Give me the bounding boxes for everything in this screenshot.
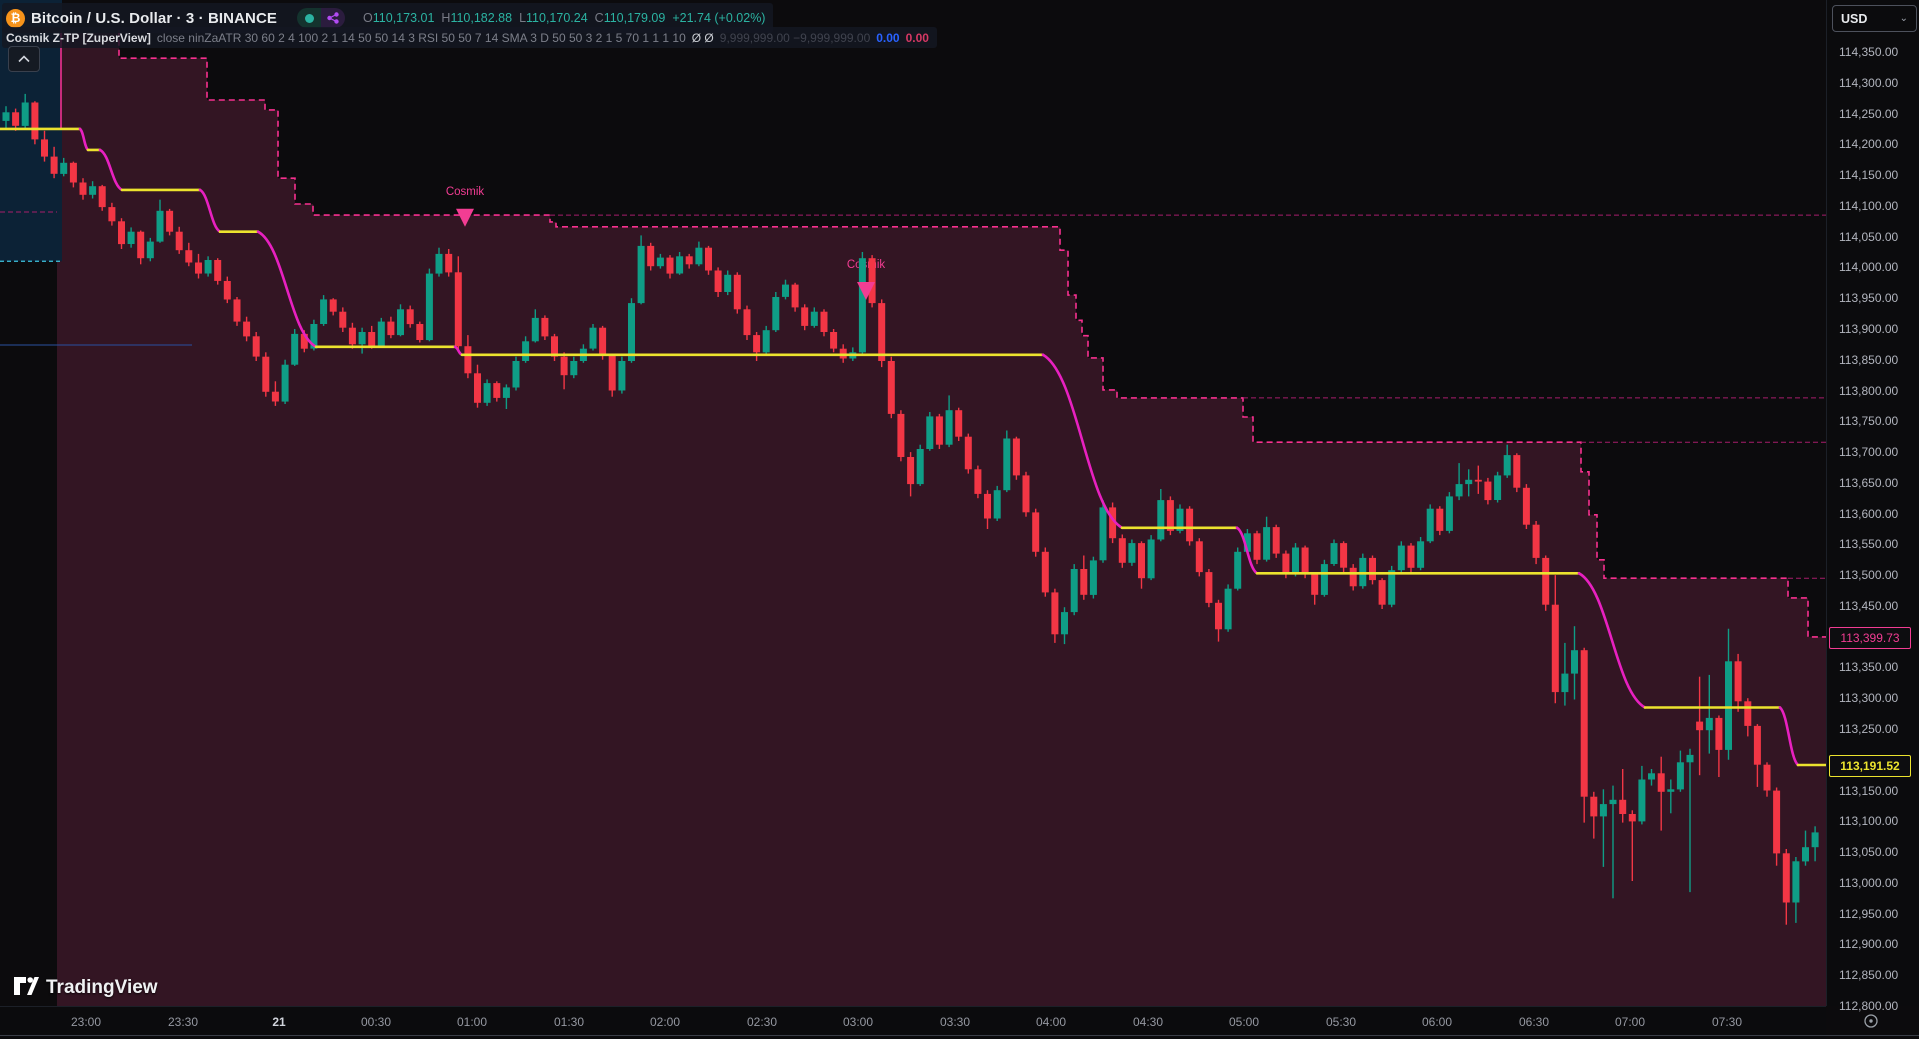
tradingview-mark-icon (14, 977, 39, 995)
time-tick-label: 01:00 (456, 1015, 488, 1029)
bitcoin-icon: ₿ (6, 8, 25, 28)
time-tick-label: 01:30 (553, 1015, 585, 1029)
window-bottom-border (0, 1035, 1919, 1036)
price-tick-label: 113,550.00 (1839, 537, 1899, 551)
price-tick-label: 113,950.00 (1839, 291, 1899, 305)
price-tick-label: 113,050.00 (1839, 845, 1899, 859)
trailing-drop-segment (1778, 706, 1800, 767)
indicator-extreme-values: 9,999,999.00 −9,999,999.00 (719, 30, 871, 45)
chevron-down-icon: ⌄ (1899, 13, 1908, 24)
time-tick-label: 04:30 (1132, 1015, 1164, 1029)
time-tick-label: 07:30 (1711, 1015, 1743, 1029)
price-tick-label: 113,450.00 (1839, 599, 1899, 613)
price-tick-label: 113,650.00 (1839, 476, 1899, 490)
indicator-fill (57, 29, 1826, 1006)
chart-canvas[interactable]: Cosmik Cosmik (0, 0, 1830, 1006)
price-tick-label: 114,050.00 (1839, 230, 1899, 244)
time-tick-label: 23:30 (167, 1015, 199, 1029)
price-tick-label: 113,700.00 (1839, 445, 1899, 459)
price-tick-label: 114,350.00 (1839, 45, 1899, 59)
time-tick-label: 23:00 (70, 1015, 102, 1029)
indicator-phi-values: Ø Ø (691, 30, 714, 45)
chevron-up-icon (18, 55, 30, 63)
time-tick-label: 02:30 (746, 1015, 778, 1029)
price-tick-label: 113,100.00 (1839, 814, 1899, 828)
time-tick-label: 05:30 (1325, 1015, 1357, 1029)
price-tick-label: 113,500.00 (1839, 568, 1899, 582)
time-tick-label: 21 (272, 1015, 286, 1029)
price-tick-label: 114,250.00 (1839, 107, 1899, 121)
time-tick-label: 00:30 (360, 1015, 392, 1029)
time-tick-label: 05:00 (1228, 1015, 1260, 1029)
price-tick-label: 112,850.00 (1839, 968, 1899, 982)
price-tick-label: 114,200.00 (1839, 137, 1899, 151)
price-tick-label: 113,350.00 (1839, 660, 1899, 674)
time-tick-label: 07:00 (1614, 1015, 1646, 1029)
time-tick-label: 06:00 (1421, 1015, 1453, 1029)
price-tick-label: 113,600.00 (1839, 507, 1899, 521)
axis-settings-icon[interactable] (1861, 1011, 1881, 1031)
cosmik-marker-label: Cosmik (847, 259, 886, 271)
trailing-drop-segment (256, 230, 318, 349)
time-axis[interactable]: 23:00 23:30 21 00:30 01:00 01:30 02:00 02:30 03:… (0, 1006, 1826, 1039)
trailing-drop-segment (1577, 572, 1647, 709)
price-change: +21.74 (+0.02%) (672, 11, 766, 25)
market-open-icon (297, 8, 322, 28)
trailing-drop-segment (198, 188, 222, 233)
indicator-legend-row[interactable]: Cosmik Z-TP [ZuperView] close ninZaATR 3… (2, 27, 937, 48)
trailing-drop-segment (98, 148, 124, 192)
indicator-title[interactable]: Cosmik Z-TP [ZuperView] (6, 30, 151, 45)
time-tick-label: 03:30 (939, 1015, 971, 1029)
time-tick-label: 03:00 (842, 1015, 874, 1029)
price-tick-label: 113,800.00 (1839, 384, 1899, 398)
price-tick-label: 113,150.00 (1839, 784, 1899, 798)
price-tick-label: 114,000.00 (1839, 260, 1899, 274)
price-tick-label: 113,000.00 (1839, 876, 1899, 890)
market-status-pill[interactable] (297, 8, 346, 28)
indicator-params: close ninZaATR 30 60 2 4 100 2 1 14 50 5… (156, 30, 686, 45)
indicator-value-blue: 0.00 (876, 30, 900, 45)
price-axis[interactable]: 114,350.00 114,300.00 114,250.00 114,200.00… (1826, 0, 1919, 1013)
price-tick-label: 113,250.00 (1839, 722, 1899, 736)
trailing-drop-segment (78, 127, 90, 152)
trailing-drop-segment (1041, 353, 1124, 530)
alerts-icon (321, 8, 346, 28)
legend-collapse-button[interactable] (8, 46, 40, 72)
time-tick-label: 06:30 (1518, 1015, 1550, 1029)
cosmik-sell-triangle (456, 208, 474, 227)
price-tick-label: 112,950.00 (1839, 907, 1899, 921)
symbol-title[interactable]: Bitcoin / U.S. Dollar · 3 · BINANCE (31, 9, 278, 27)
price-tick-label: 113,300.00 (1839, 691, 1899, 705)
price-tick-label: 112,800.00 (1839, 999, 1899, 1013)
price-tick-label: 114,300.00 (1839, 76, 1899, 90)
price-level-label-yellow: 113,191.52 (1829, 755, 1911, 777)
trailing-drop-segment (1235, 526, 1259, 575)
price-level-label-pink: 113,399.73 (1829, 627, 1911, 649)
price-tick-label: 113,850.00 (1839, 353, 1899, 367)
price-tick-label: 113,900.00 (1839, 322, 1899, 336)
ohlc-readout: O110,173.01 H110,182.88 L110,170.24 C110… (363, 11, 766, 25)
time-tick-label: 04:00 (1035, 1015, 1067, 1029)
currency-selector[interactable]: USD ⌄ (1832, 5, 1917, 32)
time-tick-label: 02:00 (649, 1015, 681, 1029)
price-tick-label: 114,100.00 (1839, 199, 1899, 213)
price-tick-label: 112,900.00 (1839, 937, 1899, 951)
price-tick-label: 113,750.00 (1839, 414, 1899, 428)
price-tick-label: 114,150.00 (1839, 168, 1899, 182)
cosmik-sell-triangle (857, 282, 875, 301)
cosmik-marker-label: Cosmik (446, 186, 485, 198)
indicator-value-red: 0.00 (905, 30, 929, 45)
tradingview-logo: TradingView (14, 977, 158, 999)
